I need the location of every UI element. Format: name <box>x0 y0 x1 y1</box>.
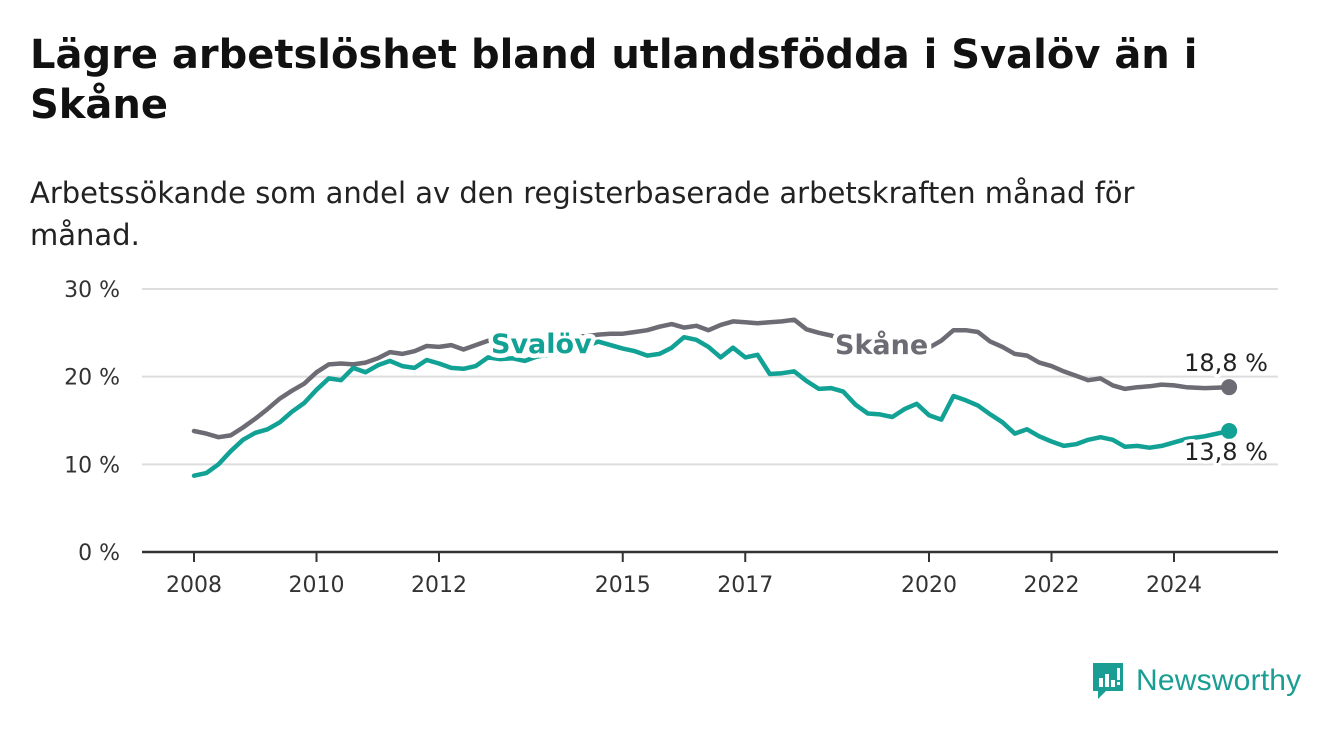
series-lines <box>191 317 1238 478</box>
y-tick-label: 30 % <box>64 278 120 303</box>
svg-text:18,8 %: 18,8 % <box>1184 349 1268 377</box>
x-tick-label: 2017 <box>717 573 773 598</box>
x-tick-label: 2008 <box>166 573 222 598</box>
end-label-skane: 18,8 %18,8 % <box>1181 346 1272 381</box>
y-axis-ticks: 0 % 10 % 20 % 30 % <box>64 278 120 566</box>
svg-text:13,8 %: 13,8 % <box>1184 438 1268 466</box>
y-tick-label: 0 % <box>78 541 120 566</box>
end-label-svalov: 13,8 %13,8 % <box>1181 435 1272 470</box>
chart-subtitle: Arbetssökande som andel av den registerb… <box>30 176 1135 252</box>
brand-name: Newsworthy <box>1136 664 1302 697</box>
y-tick-label: 10 % <box>64 453 120 478</box>
x-tick-label: 2015 <box>595 573 651 598</box>
x-tick-label: 2022 <box>1024 573 1080 598</box>
svg-text:Svalöv: Svalöv <box>491 329 592 360</box>
newsworthy-brand: Newsworthy <box>1090 660 1301 702</box>
series-line-svalov <box>191 334 1232 478</box>
svg-text:Skåne: Skåne <box>835 329 928 361</box>
svg-text:Skåne: Skåne <box>835 329 928 361</box>
x-tick-label: 2020 <box>901 573 957 598</box>
svg-text:13,8 %: 13,8 % <box>1184 438 1268 466</box>
svg-text:18,8 %: 18,8 % <box>1184 349 1268 377</box>
y-tick-label: 20 % <box>64 366 120 391</box>
x-tick-label: 2024 <box>1146 573 1202 598</box>
newsworthy-logo-icon <box>1093 663 1123 699</box>
series-end-dot <box>1221 423 1238 440</box>
x-tick-label: 2012 <box>411 573 467 598</box>
x-tick-label: 2010 <box>289 573 345 598</box>
chart-title: Lägre arbetslöshet bland utlandsfödda i … <box>30 32 1198 128</box>
series-line-skane <box>191 317 1232 440</box>
svg-text:Svalöv: Svalöv <box>491 329 592 360</box>
x-axis-ticks: 2008 2010 2012 2015 2017 2020 2022 2024 <box>166 552 1202 598</box>
series-end-dot <box>1221 379 1238 396</box>
